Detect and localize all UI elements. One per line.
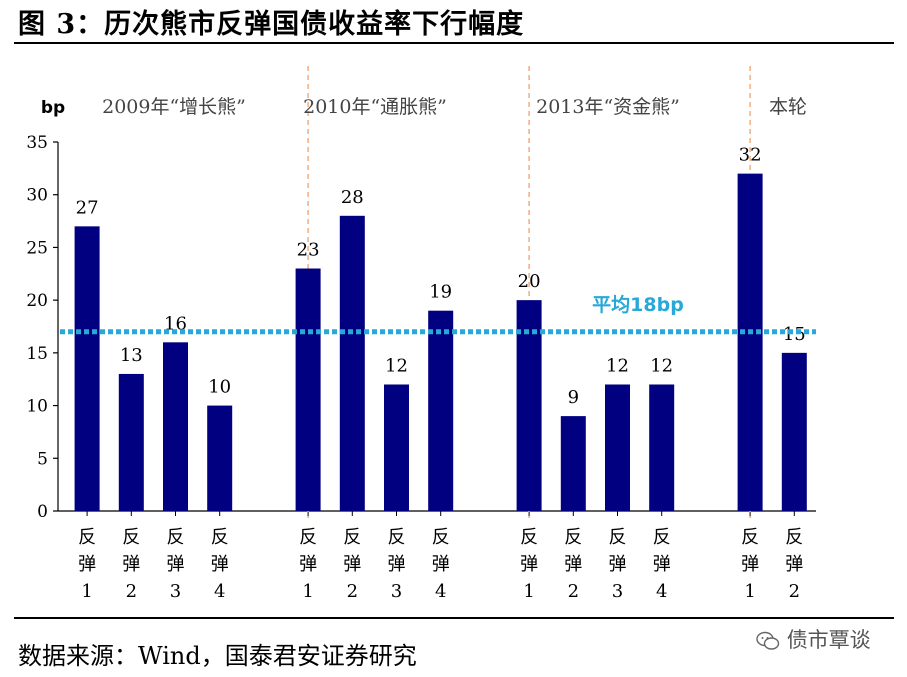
data-label: 12	[385, 355, 408, 376]
bar	[295, 268, 321, 511]
category-label: 反弹 1	[741, 527, 759, 602]
data-label: 10	[208, 377, 231, 398]
data-label: 12	[606, 355, 629, 376]
bar	[605, 384, 630, 511]
category-label: 反弹 1	[520, 527, 538, 602]
source-rule	[14, 617, 894, 619]
watermark: 债市覃谈	[756, 624, 871, 654]
bar	[163, 342, 188, 511]
bar	[339, 215, 365, 512]
source-note: 数据来源：Wind，国泰君安证券研究	[18, 642, 417, 670]
bar	[516, 300, 542, 511]
y-tick-label: 25	[26, 238, 48, 258]
y-tick-label: 20	[26, 291, 48, 311]
data-label: 19	[429, 282, 452, 303]
watermark-text: 债市覃谈	[786, 628, 871, 652]
bar	[384, 384, 409, 511]
labels-layer: 27 反弹 1 13 反弹 2 16 反弹 3 10 反弹 4 23 反弹 1 28 反弹 2 12 反弹 3 19 反弹 4…	[76, 96, 807, 602]
bar	[74, 226, 100, 512]
bar	[560, 416, 586, 511]
bar	[737, 173, 763, 511]
chart-axes: 0 5 10 15 20 25 30 35 bp	[26, 98, 816, 522]
y-tick-label: 0	[37, 502, 48, 522]
category-label: 反弹 2	[343, 527, 361, 602]
data-label: 16	[164, 313, 187, 334]
bar	[207, 405, 233, 511]
data-label: 27	[76, 197, 99, 218]
category-label: 反弹 3	[167, 527, 185, 602]
average-line-layer: 平均18bp	[60, 293, 816, 335]
data-label: 28	[341, 187, 364, 208]
y-axis-label: bp	[41, 98, 65, 118]
average-label: 平均18bp	[592, 293, 684, 316]
bar	[649, 384, 675, 511]
bar	[781, 352, 807, 511]
data-label: 13	[120, 345, 143, 366]
y-tick-label: 30	[26, 186, 48, 206]
category-label: 反弹 1	[78, 527, 96, 602]
category-label: 反弹 3	[609, 527, 627, 602]
wechat-icon	[756, 631, 780, 650]
group-label: 2009年“增长熊”	[102, 96, 246, 118]
group-label: 本轮	[769, 96, 807, 118]
data-label: 9	[568, 387, 579, 408]
group-label: 2010年“通胀熊”	[303, 96, 447, 118]
category-label: 反弹 4	[653, 527, 671, 602]
data-label: 20	[518, 271, 541, 292]
title-rule	[14, 42, 894, 44]
category-label: 反弹 2	[564, 527, 582, 602]
category-label: 反弹 1	[299, 527, 317, 602]
category-label: 反弹 3	[388, 527, 406, 602]
figure-title: 图 3：历次熊市反弹国债收益率下行幅度	[18, 9, 525, 40]
category-label: 反弹 4	[211, 527, 229, 602]
category-label: 反弹 2	[122, 527, 140, 602]
bar	[118, 373, 144, 511]
data-label: 12	[650, 355, 673, 376]
category-label: 反弹 2	[785, 527, 803, 602]
data-label: 23	[297, 240, 320, 261]
y-tick-label: 35	[26, 133, 48, 153]
y-tick-label: 10	[26, 397, 48, 417]
group-label: 2013年“资金熊”	[536, 96, 680, 118]
category-label: 反弹 4	[432, 527, 450, 602]
bars-layer	[74, 173, 807, 512]
data-label: 15	[783, 324, 806, 345]
bar	[428, 310, 454, 511]
y-tick-label: 5	[37, 449, 48, 469]
data-label: 32	[739, 145, 762, 166]
y-tick-label: 15	[26, 344, 48, 364]
